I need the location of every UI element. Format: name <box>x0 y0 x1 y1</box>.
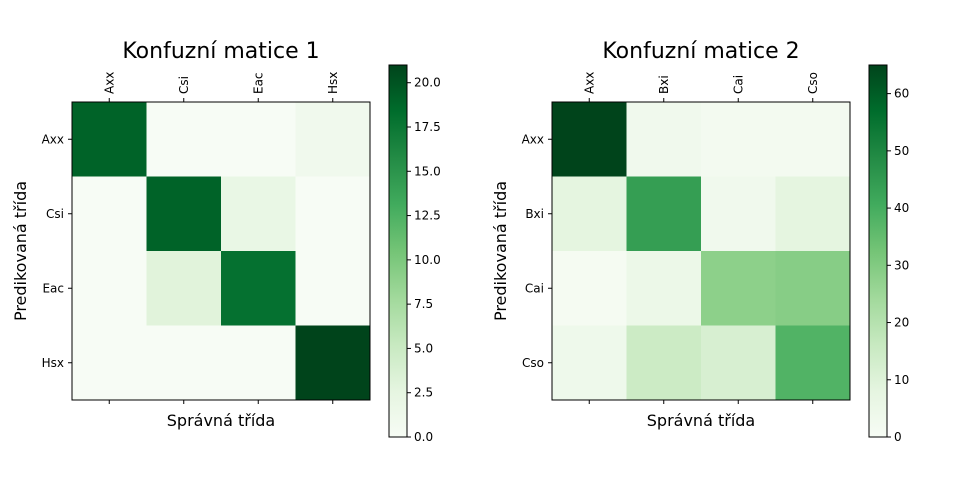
colorbar-tick-label: 7.5 <box>414 297 433 311</box>
heatmap-cell <box>626 176 702 252</box>
x-tick-label: Cai <box>731 75 745 94</box>
y-axis-label: Predikovaná třída <box>11 181 30 321</box>
colorbar <box>388 64 408 438</box>
x-axis-label: Správná třída <box>647 411 755 430</box>
x-axis-label: Správná třída <box>167 411 275 430</box>
colorbar-tick-label: 60 <box>894 87 909 101</box>
y-tick-label: Axx <box>522 132 544 146</box>
heatmap-cell <box>72 251 147 326</box>
colorbar-tick-label: 12.5 <box>414 209 441 223</box>
colorbar-tick-label: 17.5 <box>414 120 441 134</box>
chart-title: Konfuzní matice 2 <box>602 39 799 64</box>
heatmap-cell <box>146 325 222 401</box>
x-tick-label: Bxi <box>657 75 671 94</box>
heatmap-cell <box>701 102 776 177</box>
axes-frame <box>71 101 371 401</box>
heatmap-cell <box>72 176 147 252</box>
heatmap-cell <box>775 251 851 326</box>
y-axis-label: Predikovaná třída <box>491 181 510 321</box>
heatmap-cell <box>295 102 371 177</box>
heatmap-cell <box>552 251 627 326</box>
y-tick-label: Axx <box>42 132 64 146</box>
x-tick-label: Csi <box>177 76 191 94</box>
heatmap-cell <box>626 251 702 326</box>
heatmap-cell <box>626 325 702 401</box>
heatmap-cell <box>295 251 371 326</box>
colorbar-tick-label: 30 <box>894 258 909 272</box>
chart-title: Konfuzní matice 1 <box>122 39 319 64</box>
heatmap-cell <box>775 176 851 252</box>
colorbar-tick-label: 20.0 <box>414 76 441 90</box>
y-tick-label: Bxi <box>525 207 544 221</box>
axes-frame <box>551 101 851 401</box>
heatmap-cell <box>701 176 776 252</box>
y-tick-label: Cso <box>522 356 544 370</box>
x-tick-label: Eac <box>251 72 265 94</box>
y-tick-label: Cai <box>525 281 544 295</box>
colorbar-tick-label: 5.0 <box>414 341 433 355</box>
confusion-matrix-1: Konfuzní matice 1 Axx Csi Eac Hsx Axx Csi Eac Hs… <box>11 39 441 444</box>
heatmap-cell <box>701 251 776 326</box>
heatmap-cell <box>295 325 371 401</box>
heatmap-cell <box>552 325 627 401</box>
colorbar-tick-label: 0.0 <box>414 430 433 444</box>
heatmap-cell <box>146 251 222 326</box>
colorbar-tick-label: 20 <box>894 316 909 330</box>
colorbar <box>868 64 888 438</box>
x-tick-label: Axx <box>102 72 116 94</box>
heatmap-cell <box>775 325 851 401</box>
colorbar-tick-label: 0 <box>894 430 902 444</box>
heatmap-cell <box>72 325 147 401</box>
heatmap-cell <box>552 102 627 177</box>
colorbar-tick-label: 50 <box>894 144 909 158</box>
heatmap-cell <box>701 325 776 401</box>
heatmap-cell <box>221 325 296 401</box>
confusion-matrix-2: Konfuzní matice 2 Axx Bxi Cai Cso Axx Bxi Cai Cs… <box>491 39 909 444</box>
heatmap-cell <box>552 176 627 252</box>
heatmap-cell <box>221 102 296 177</box>
heatmap-cell <box>775 102 851 177</box>
y-tick-label: Eac <box>42 281 64 295</box>
colorbar-tick-label: 15.0 <box>414 164 441 178</box>
heatmap-cell <box>221 176 296 252</box>
heatmap-cell <box>221 251 296 326</box>
y-tick-label: Hsx <box>42 356 64 370</box>
heatmap-cell <box>626 102 702 177</box>
heatmap-cell <box>146 102 222 177</box>
colorbar-tick-label: 40 <box>894 201 909 215</box>
colorbar-tick-label: 10 <box>894 373 909 387</box>
x-tick-label: Axx <box>582 72 596 94</box>
colorbar-tick-label: 2.5 <box>414 386 433 400</box>
heatmap-cell <box>295 176 371 252</box>
x-tick-label: Cso <box>806 72 820 94</box>
heatmap-cell <box>72 102 147 177</box>
colorbar-tick-label: 10.0 <box>414 253 441 267</box>
x-tick-label: Hsx <box>326 72 340 94</box>
y-tick-label: Csi <box>46 207 64 221</box>
heatmap-cell <box>146 176 222 252</box>
